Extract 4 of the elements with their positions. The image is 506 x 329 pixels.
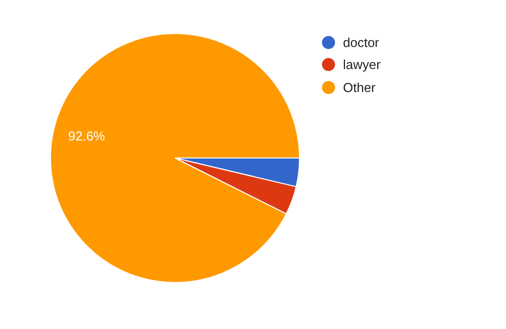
legend-label: lawyer — [343, 57, 381, 72]
legend-label: Other — [343, 80, 376, 95]
data-label: 92.6% — [68, 128, 106, 144]
legend-label: doctor — [343, 34, 380, 50]
